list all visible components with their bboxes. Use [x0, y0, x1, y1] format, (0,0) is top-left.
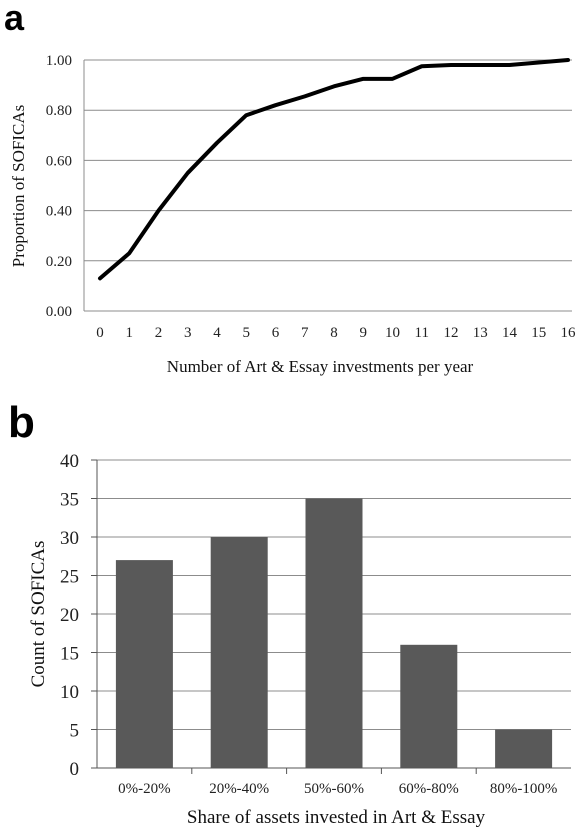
panel-a-gridlines [84, 59, 572, 262]
panel-a-x-tick-label: 16 [561, 325, 577, 341]
panel-a-y-tick-label: 1.00 [46, 53, 72, 69]
panel-b-bar [305, 498, 363, 768]
panel-b-y-tick-label: 0 [70, 759, 80, 780]
panel-a-x-tick-label: 11 [415, 325, 429, 341]
panel-b-x-tick-label: 60%-80% [399, 781, 459, 797]
panel-a-y-tick-label: 0.20 [46, 254, 72, 270]
panel-b-bar [495, 729, 553, 768]
panel-a-x-tick-label: 10 [385, 325, 400, 341]
panel-a-series-line [98, 58, 570, 281]
panel-a-x-tick-labels: 0 1 2 3 4 5 6 7 8 9 10 11 12 13 14 15 16 [96, 325, 576, 341]
panel-a-x-tick-label: 8 [330, 325, 338, 341]
panel-b-y-tick-labels: 0 5 10 15 20 25 30 35 40 [60, 451, 79, 780]
panel-b-bar [210, 537, 268, 768]
panel-b-y-tick-label: 30 [60, 528, 79, 549]
panel-b-bar-chart: b 0 5 10 15 20 25 30 35 40 0%-20% 20%-40% 50%-60% 6… [8, 398, 571, 828]
panel-a-x-tick-label: 13 [473, 325, 488, 341]
panel-b-y-tick-label: 25 [60, 567, 79, 588]
panel-a-x-axis-title: Number of Art & Essay investments per ye… [167, 357, 474, 376]
panel-a-series [98, 58, 570, 281]
panel-b-y-tick-label: 40 [60, 451, 79, 472]
panel-b-y-tick-label: 10 [60, 682, 79, 703]
panel-a-y-tick-label: 0.40 [46, 204, 72, 220]
panel-a-y-tick-label: 0.80 [46, 103, 72, 119]
panel-b-x-tick-label: 20%-40% [209, 781, 269, 797]
panel-b-y-tick-label: 20 [60, 605, 79, 626]
panel-a-y-tick-label: 0.60 [46, 153, 72, 169]
panel-b-axes [96, 460, 571, 769]
panel-b-x-tick-label: 80%-100% [490, 781, 558, 797]
panel-a-x-tick-label: 0 [96, 325, 104, 341]
panel-a-y-tick-label: 0.00 [46, 304, 72, 320]
panel-a-x-tick-label: 5 [243, 325, 251, 341]
panel-a-x-tick-label: 4 [213, 325, 221, 341]
panel-a-x-tick-label: 7 [301, 325, 309, 341]
panel-b-y-tick-label: 15 [60, 644, 79, 665]
panel-a-line-chart: a 0.000.200.400.600.801.00 0 1 2 3 4 5 6 7 8 9 10 1… [4, 0, 576, 376]
panel-a-x-tick-label: 9 [360, 325, 368, 341]
panel-b-y-tick-label: 5 [70, 721, 80, 742]
panel-b-bar [115, 560, 173, 768]
panel-a-letter: a [4, 0, 25, 38]
panel-b-letter: b [8, 398, 35, 447]
panel-a-y-tick-labels: 0.00 0.20 0.40 0.60 0.80 1.00 [46, 53, 72, 320]
panel-a-x-tick-label: 3 [184, 325, 192, 341]
panel-b-y-tick-label: 35 [60, 490, 79, 511]
panel-b-x-tick-label: 50%-60% [304, 781, 364, 797]
panel-a-x-tick-label: 2 [155, 325, 163, 341]
panel-a-y-axis-title: Proportion of SOFICAs [9, 105, 28, 267]
panel-b-x-axis-title: Share of assets invested in Art & Essay [187, 807, 486, 828]
panel-b-x-tick-label: 0%-20% [118, 781, 171, 797]
panel-b-bars [115, 498, 553, 768]
panel-a-axes [83, 60, 572, 312]
panel-b-x-tick-labels: 0%-20% 20%-40% 50%-60% 60%-80% 80%-100% [118, 768, 557, 797]
panel-b-y-axis-title: Count of SOFICAs [28, 541, 49, 688]
panel-a-x-tick-label: 1 [126, 325, 134, 341]
panel-a-x-tick-label: 12 [444, 325, 459, 341]
panel-a-x-tick-label: 6 [272, 325, 280, 341]
panel-a-x-tick-label: 15 [531, 325, 546, 341]
panel-b-bar [400, 644, 458, 768]
panel-a-x-tick-label: 14 [502, 325, 518, 341]
